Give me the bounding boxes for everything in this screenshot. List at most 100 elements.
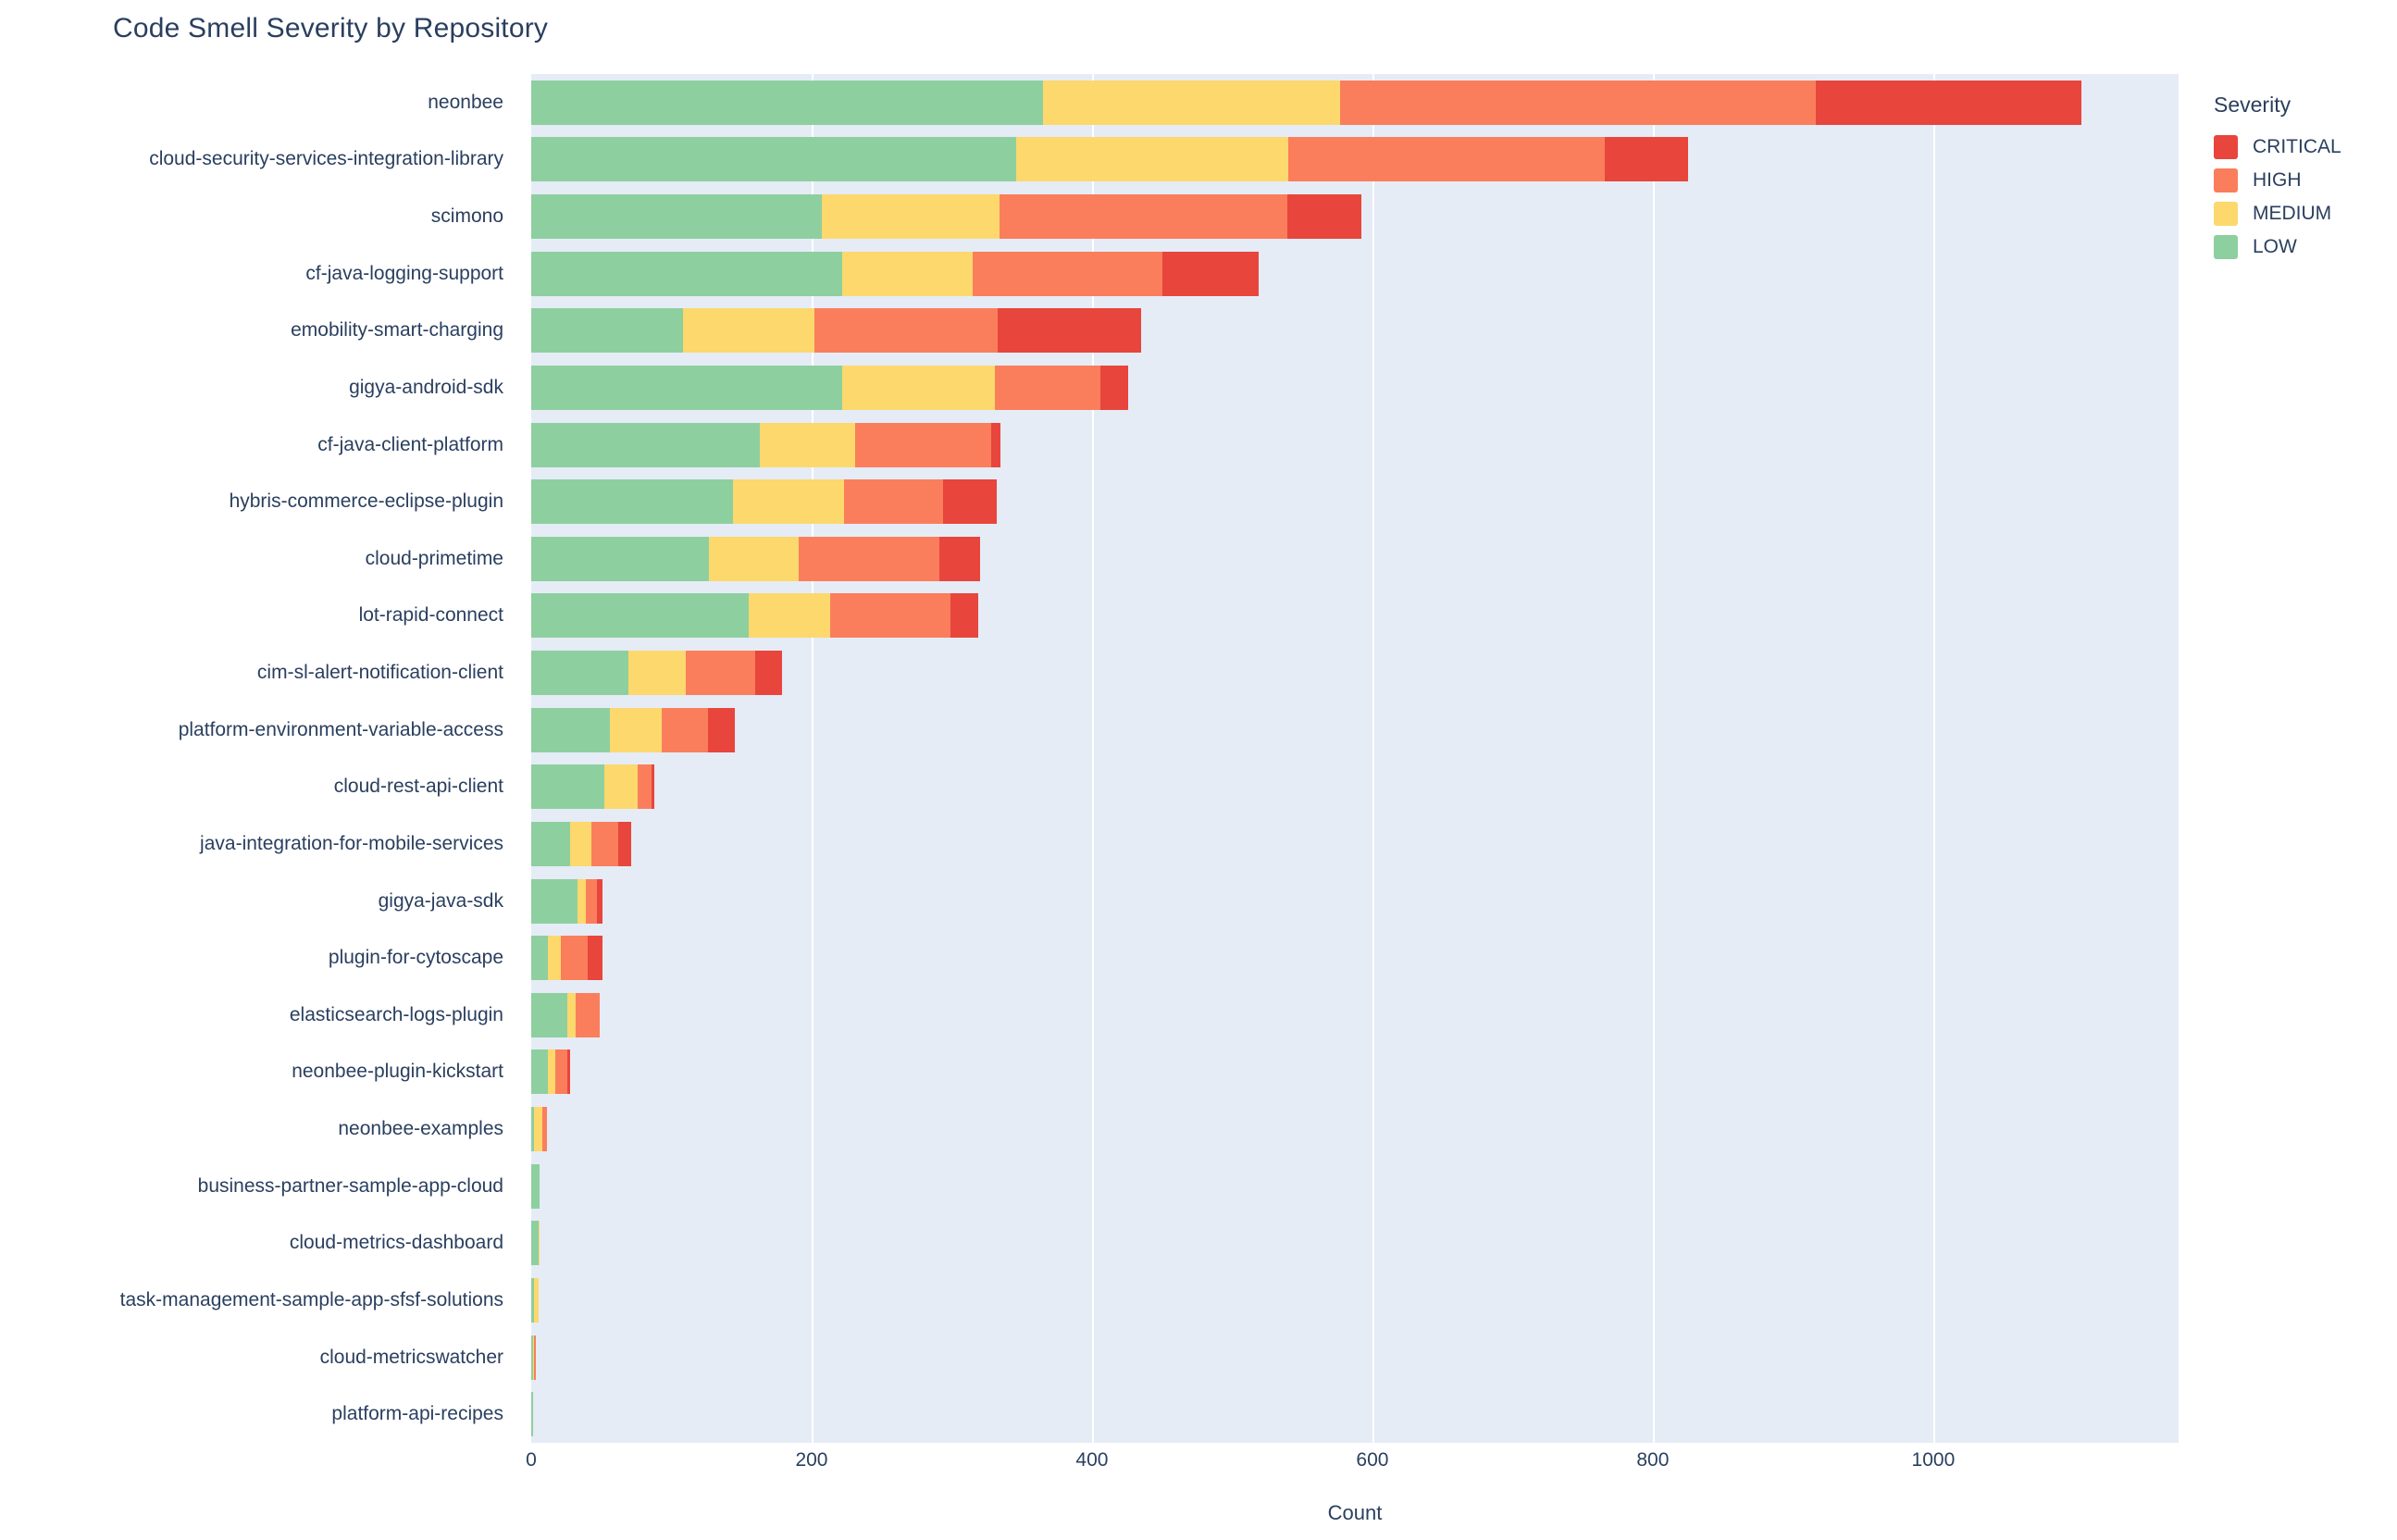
bar-segment-medium[interactable] bbox=[577, 878, 587, 924]
bar-segment-low[interactable] bbox=[531, 194, 822, 240]
bar-segment-high[interactable] bbox=[591, 821, 618, 866]
bar-segment-medium[interactable] bbox=[627, 651, 686, 696]
bar-row[interactable] bbox=[531, 479, 997, 525]
bar-segment-high[interactable] bbox=[1288, 137, 1606, 182]
bar-segment-low[interactable] bbox=[531, 1277, 535, 1323]
bar-segment-critical[interactable] bbox=[1605, 137, 1688, 182]
bar-segment-critical[interactable] bbox=[998, 308, 1141, 354]
bar-segment-medium[interactable] bbox=[709, 536, 800, 581]
bar-segment-high[interactable] bbox=[973, 251, 1162, 296]
bar-segment-medium[interactable] bbox=[759, 422, 855, 467]
bar-segment-critical[interactable] bbox=[1286, 194, 1361, 240]
bar-segment-high[interactable] bbox=[995, 365, 1101, 410]
bar-segment-high[interactable] bbox=[999, 194, 1287, 240]
bar-segment-low[interactable] bbox=[531, 878, 578, 924]
bar-segment-critical[interactable] bbox=[617, 821, 631, 866]
bar-segment-medium[interactable] bbox=[733, 479, 844, 525]
bar-row[interactable] bbox=[531, 593, 979, 639]
bar-segment-medium[interactable] bbox=[821, 194, 1000, 240]
bar-segment-medium[interactable] bbox=[534, 1277, 539, 1323]
bar-row[interactable] bbox=[531, 936, 603, 981]
bar-segment-high[interactable] bbox=[1340, 80, 1816, 125]
bar-segment-low[interactable] bbox=[531, 422, 760, 467]
bar-segment-medium[interactable] bbox=[842, 365, 996, 410]
bar-segment-critical[interactable] bbox=[938, 536, 980, 581]
legend-item-medium[interactable]: MEDIUM bbox=[2214, 197, 2390, 230]
bar-row[interactable] bbox=[531, 651, 783, 696]
bar-row[interactable] bbox=[531, 251, 1260, 296]
bar-segment-low[interactable] bbox=[531, 308, 683, 354]
bar-segment-low[interactable] bbox=[531, 1221, 539, 1266]
bar-segment-high[interactable] bbox=[843, 479, 944, 525]
bar-segment-high[interactable] bbox=[638, 764, 652, 810]
bar-row[interactable] bbox=[531, 1392, 533, 1437]
bar-segment-high[interactable] bbox=[813, 308, 999, 354]
legend-item-critical[interactable]: CRITICAL bbox=[2214, 130, 2390, 164]
bar-segment-high[interactable] bbox=[661, 707, 708, 752]
bar-row[interactable] bbox=[531, 878, 603, 924]
bar-row[interactable] bbox=[531, 764, 655, 810]
bar-segment-medium[interactable] bbox=[532, 1335, 534, 1380]
bar-row[interactable] bbox=[531, 1049, 571, 1095]
bar-segment-medium[interactable] bbox=[603, 764, 639, 810]
bar-row[interactable] bbox=[531, 1163, 540, 1209]
bar-row[interactable] bbox=[531, 137, 1688, 182]
bar-segment-low[interactable] bbox=[531, 992, 568, 1037]
bar-segment-critical[interactable] bbox=[652, 764, 655, 810]
bar-row[interactable] bbox=[531, 992, 601, 1037]
bar-segment-medium[interactable] bbox=[609, 707, 662, 752]
bar-row[interactable] bbox=[531, 365, 1129, 410]
bar-segment-low[interactable] bbox=[531, 707, 610, 752]
bar-row[interactable] bbox=[531, 80, 2082, 125]
bar-segment-medium[interactable] bbox=[534, 1107, 543, 1152]
bar-segment-low[interactable] bbox=[531, 1163, 540, 1209]
bar-segment-high[interactable] bbox=[685, 651, 756, 696]
bar-segment-medium[interactable] bbox=[567, 992, 577, 1037]
bar-row[interactable] bbox=[531, 821, 631, 866]
bar-segment-low[interactable] bbox=[531, 479, 734, 525]
bar-segment-low[interactable] bbox=[531, 1335, 533, 1380]
bar-segment-medium[interactable] bbox=[548, 1049, 555, 1095]
bar-segment-low[interactable] bbox=[531, 536, 710, 581]
bar-segment-critical[interactable] bbox=[587, 936, 603, 981]
bar-segment-high[interactable] bbox=[799, 536, 939, 581]
bar-segment-high[interactable] bbox=[534, 1335, 536, 1380]
bar-segment-medium[interactable] bbox=[748, 593, 830, 639]
bar-segment-low[interactable] bbox=[531, 365, 843, 410]
bar-segment-low[interactable] bbox=[531, 821, 571, 866]
bar-segment-critical[interactable] bbox=[707, 707, 735, 752]
bar-segment-low[interactable] bbox=[531, 593, 749, 639]
bar-segment-high[interactable] bbox=[854, 422, 991, 467]
bar-segment-high[interactable] bbox=[560, 936, 588, 981]
bar-row[interactable] bbox=[531, 707, 735, 752]
bar-segment-low[interactable] bbox=[531, 80, 1043, 125]
bar-segment-low[interactable] bbox=[531, 1392, 533, 1437]
bar-segment-medium[interactable] bbox=[1042, 80, 1341, 125]
bar-segment-critical[interactable] bbox=[597, 878, 603, 924]
bar-segment-medium[interactable] bbox=[538, 1221, 540, 1266]
bar-segment-critical[interactable] bbox=[755, 651, 783, 696]
bar-segment-medium[interactable] bbox=[548, 936, 561, 981]
bar-segment-high[interactable] bbox=[542, 1107, 547, 1152]
bar-row[interactable] bbox=[531, 1277, 539, 1323]
bar-row[interactable] bbox=[531, 194, 1361, 240]
bar-segment-critical[interactable] bbox=[1815, 80, 2082, 125]
bar-segment-medium[interactable] bbox=[682, 308, 814, 354]
bar-row[interactable] bbox=[531, 308, 1141, 354]
bar-row[interactable] bbox=[531, 1221, 540, 1266]
bar-segment-low[interactable] bbox=[531, 764, 604, 810]
bar-segment-low[interactable] bbox=[531, 936, 549, 981]
bar-row[interactable] bbox=[531, 422, 1001, 467]
bar-segment-critical[interactable] bbox=[1100, 365, 1129, 410]
bar-segment-critical[interactable] bbox=[1161, 251, 1260, 296]
bar-row[interactable] bbox=[531, 1107, 547, 1152]
legend-item-low[interactable]: LOW bbox=[2214, 230, 2390, 264]
bar-segment-medium[interactable] bbox=[570, 821, 592, 866]
bar-segment-low[interactable] bbox=[531, 251, 843, 296]
bar-segment-high[interactable] bbox=[554, 1049, 568, 1095]
bar-segment-critical[interactable] bbox=[950, 593, 979, 639]
bar-segment-critical[interactable] bbox=[943, 479, 997, 525]
bar-segment-medium[interactable] bbox=[842, 251, 974, 296]
bar-segment-critical[interactable] bbox=[990, 422, 1001, 467]
bar-row[interactable] bbox=[531, 536, 980, 581]
